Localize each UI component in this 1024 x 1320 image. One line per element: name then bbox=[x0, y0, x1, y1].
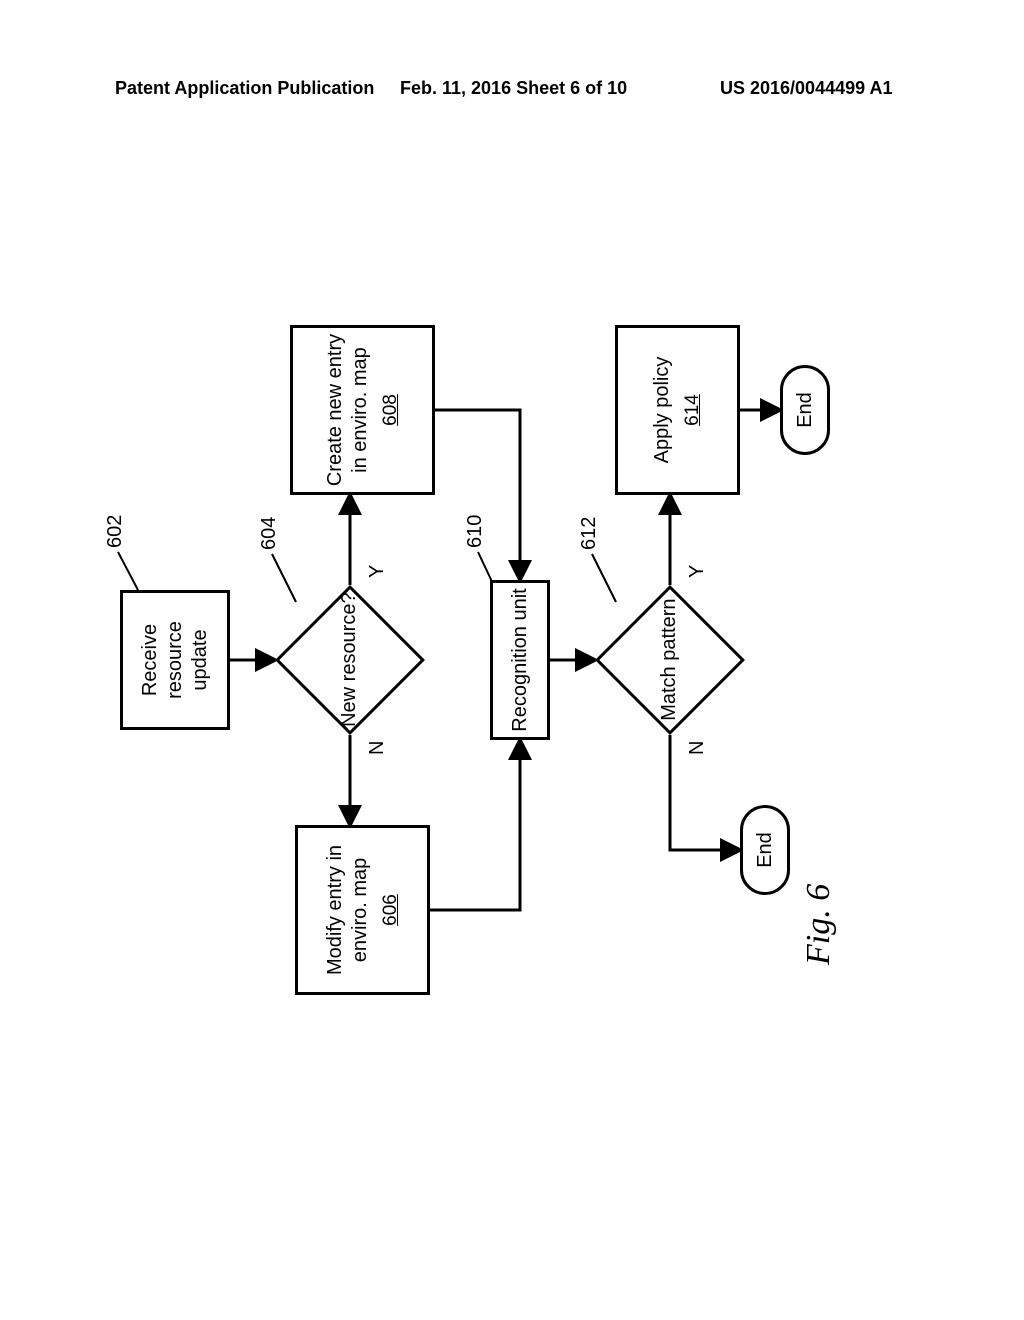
node-receive-label: Receive resource update bbox=[138, 621, 213, 699]
flowchart-fig-6: Receive resource update 602 New resource… bbox=[120, 300, 900, 1020]
terminal-end-left-label: End bbox=[754, 832, 777, 868]
decision-match-label: Match pattern bbox=[658, 580, 681, 740]
callout-610: 610 bbox=[464, 515, 487, 548]
callout-612: 612 bbox=[578, 517, 601, 550]
node-modify-entry: Modify entry in enviro. map 606 bbox=[295, 825, 430, 995]
node-apply-policy: Apply policy 614 bbox=[615, 325, 740, 495]
decision-new-yes: Y bbox=[366, 565, 389, 578]
header-left: Patent Application Publication bbox=[115, 78, 374, 99]
page: Patent Application Publication Feb. 11, … bbox=[0, 0, 1024, 1320]
decision-match-no: N bbox=[686, 741, 709, 755]
decision-new-no: N bbox=[366, 741, 389, 755]
figure-label: Fig. 6 bbox=[800, 884, 838, 965]
node-recognition-unit: Recognition unit bbox=[490, 580, 550, 740]
node-recog-label: Recognition unit bbox=[508, 588, 533, 731]
header-right: US 2016/0044499 A1 bbox=[720, 78, 892, 99]
header-center: Feb. 11, 2016 Sheet 6 of 10 bbox=[400, 78, 627, 99]
terminal-end-right: End bbox=[780, 365, 830, 455]
node-apply-ref: 614 bbox=[681, 394, 705, 426]
node-apply-label: Apply policy bbox=[650, 357, 675, 464]
decision-new-label: New resource? bbox=[338, 580, 361, 740]
node-create-entry: Create new entry in enviro. map 608 bbox=[290, 325, 435, 495]
callout-604: 604 bbox=[258, 517, 281, 550]
terminal-end-right-label: End bbox=[794, 392, 817, 428]
node-modify-label: Modify entry in enviro. map bbox=[323, 845, 373, 975]
node-receive-update: Receive resource update bbox=[120, 590, 230, 730]
node-create-label: Create new entry in enviro. map bbox=[323, 334, 373, 486]
decision-match-yes: Y bbox=[686, 565, 709, 578]
node-create-ref: 608 bbox=[379, 394, 403, 426]
node-modify-ref: 606 bbox=[379, 894, 403, 926]
callout-602: 602 bbox=[104, 515, 127, 548]
terminal-end-left: End bbox=[740, 805, 790, 895]
